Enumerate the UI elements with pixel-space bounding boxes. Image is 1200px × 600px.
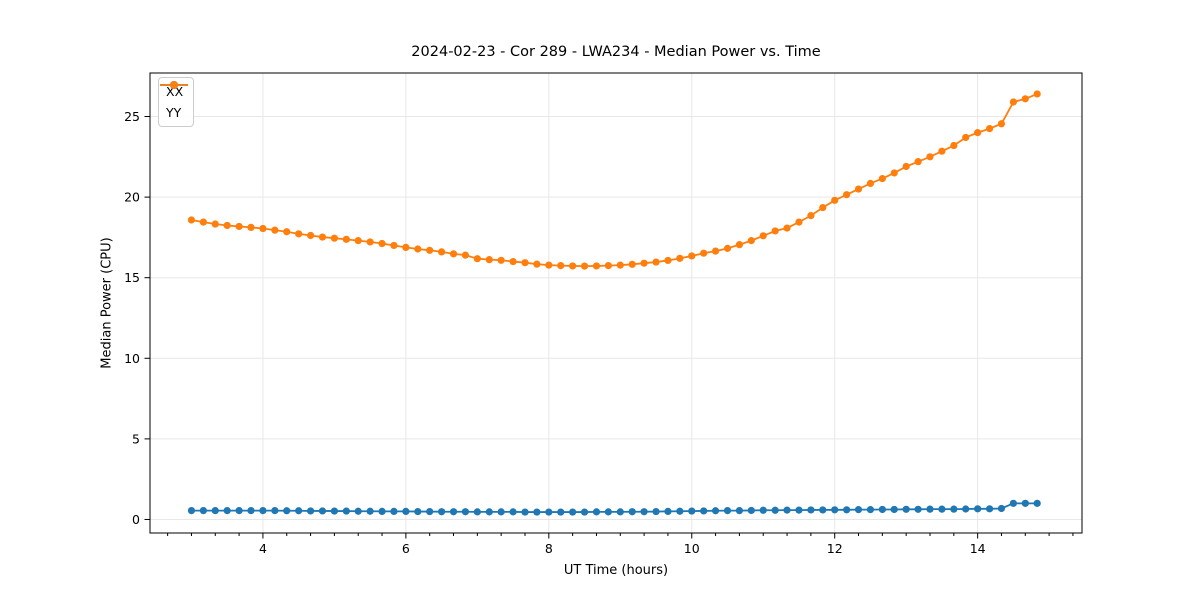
svg-text:20: 20 <box>124 190 140 205</box>
legend-label-yy: YY <box>166 105 182 120</box>
legend-item-yy: YY <box>160 81 188 122</box>
series-xx <box>187 499 1041 516</box>
plot-frame <box>149 72 1083 534</box>
svg-text:15: 15 <box>124 270 140 285</box>
chart-title: 2024-02-23 - Cor 289 - LWA234 - Median P… <box>411 44 821 60</box>
tick-labels: 4 6 8 10 12 14 0 5 10 15 20 25 <box>124 109 986 556</box>
x-axis-label: UT Time (hours) <box>563 563 669 578</box>
series-yy <box>187 90 1041 270</box>
legend-label-xx: XX <box>166 84 184 99</box>
svg-text:5: 5 <box>132 431 140 446</box>
svg-text:0: 0 <box>132 512 140 527</box>
grid <box>150 73 1082 533</box>
axis-ticks <box>144 116 1074 539</box>
y-axis-label: Median Power (CPU) <box>99 237 115 369</box>
svg-text:14: 14 <box>970 541 986 556</box>
legend-sample-1 <box>160 81 188 89</box>
svg-text:25: 25 <box>124 109 140 124</box>
svg-text:10: 10 <box>684 541 700 556</box>
svg-text:4: 4 <box>259 541 267 556</box>
legend: XX YY <box>158 77 195 127</box>
svg-text:12: 12 <box>827 541 843 556</box>
svg-text:8: 8 <box>545 541 553 556</box>
svg-text:6: 6 <box>402 541 410 556</box>
svg-text:10: 10 <box>124 351 140 366</box>
